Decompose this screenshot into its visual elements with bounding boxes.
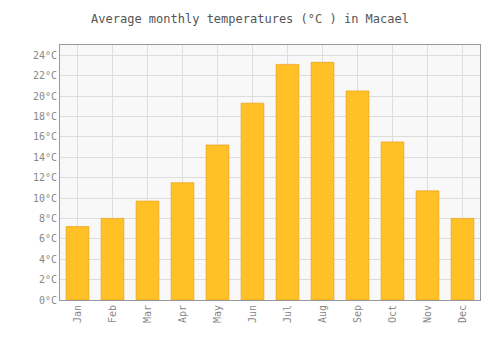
svg-text:Average monthly temperatures (: Average monthly temperatures (°C ) in Ma… [91, 12, 409, 26]
svg-text:16°C: 16°C [33, 131, 57, 142]
svg-text:Feb: Feb [107, 305, 118, 323]
svg-text:12°C: 12°C [33, 172, 57, 183]
svg-text:Oct: Oct [387, 305, 398, 323]
svg-text:Mar: Mar [142, 305, 153, 323]
svg-text:Jul: Jul [282, 305, 293, 323]
svg-text:0°C: 0°C [39, 295, 57, 306]
svg-text:Jan: Jan [72, 305, 83, 323]
svg-text:8°C: 8°C [39, 213, 57, 224]
svg-text:18°C: 18°C [33, 111, 57, 122]
svg-text:Nov: Nov [422, 305, 433, 323]
svg-text:24°C: 24°C [33, 50, 57, 61]
svg-text:14°C: 14°C [33, 152, 57, 163]
svg-text:4°C: 4°C [39, 254, 57, 265]
svg-text:6°C: 6°C [39, 233, 57, 244]
svg-text:Aug: Aug [317, 305, 328, 323]
svg-text:Sep: Sep [352, 305, 363, 323]
svg-text:2°C: 2°C [39, 274, 57, 285]
svg-text:May: May [212, 305, 223, 323]
svg-text:20°C: 20°C [33, 91, 57, 102]
svg-text:Jun: Jun [247, 305, 258, 323]
svg-text:Dec: Dec [457, 305, 468, 323]
svg-text:Apr: Apr [177, 305, 188, 323]
svg-text:22°C: 22°C [33, 70, 57, 81]
svg-text:10°C: 10°C [33, 193, 57, 204]
